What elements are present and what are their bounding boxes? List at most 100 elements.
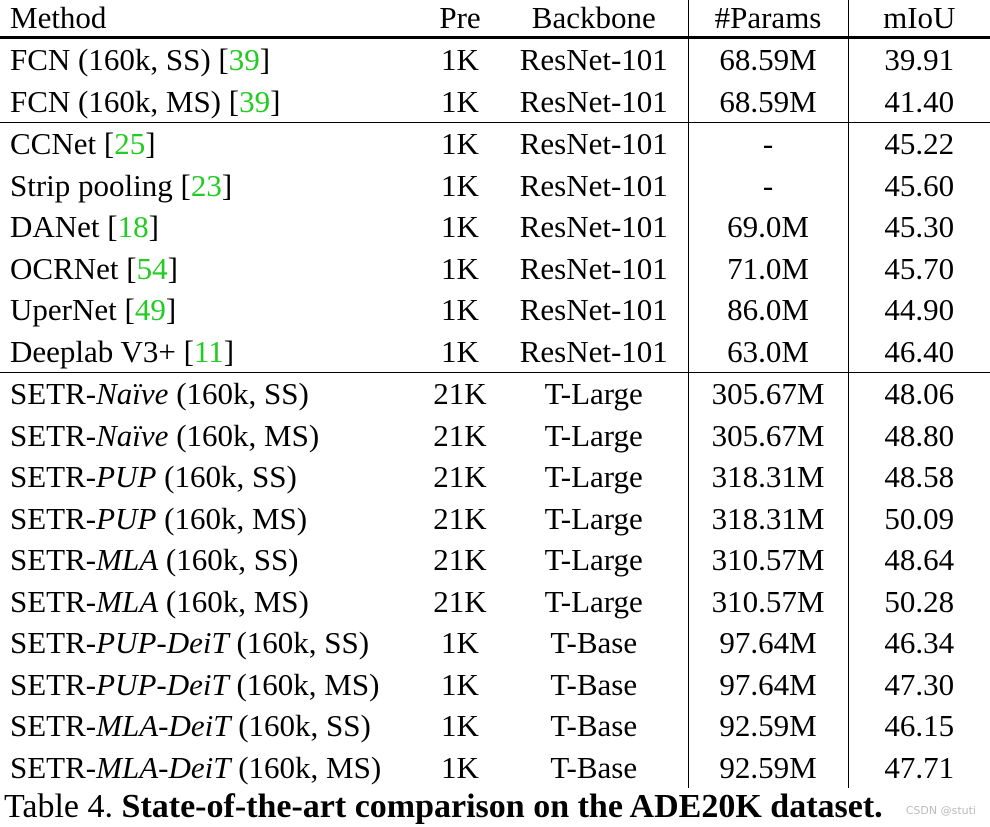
method-text: PUP-DeiT (96, 625, 229, 660)
citation-ref: 18 (117, 209, 149, 244)
table-row: SETR-MLA (160k, SS) 21K T-Large 310.57M 48.6… (0, 539, 990, 581)
cell-pre: 1K (441, 209, 479, 244)
method-text: (160k, MS) (156, 500, 308, 536)
cell-miou: 46.15 (884, 708, 955, 743)
cell-params: 310.57M (688, 580, 849, 622)
cell-method: SETR-MLA (160k, MS) (0, 581, 420, 623)
method-text: DANet [ (10, 209, 118, 244)
cell-params: 92.59M (688, 746, 849, 788)
method-text: UperNet [ (10, 292, 135, 327)
method-text: SETR- (10, 625, 97, 660)
header-miou: mIoU (848, 0, 990, 39)
cell-pre: 1K (441, 250, 479, 286)
cell-method: SETR-MLA (160k, SS) (0, 539, 420, 581)
cell-pre: 1K (441, 83, 479, 119)
method-text: (160k, SS) (168, 376, 309, 411)
cell-method: CCNet [25] (0, 122, 420, 165)
cell-miou: 48.80 (884, 417, 955, 453)
cell-pre: 1K (441, 292, 479, 327)
table-row: SETR-MLA-DeiT (160k, MS) 1K T-Base 92.59M 47… (0, 746, 990, 788)
method-text: ] (165, 292, 177, 327)
cell-pre: 1K (441, 666, 479, 702)
cell-miou: 45.70 (884, 250, 955, 286)
cell-backbone: ResNet-101 (500, 247, 689, 289)
citation-ref: 11 (193, 333, 224, 369)
cell-params: 68.59M (688, 37, 849, 81)
cell-backbone: T-Large (500, 580, 689, 622)
cell-method: SETR-MLA-DeiT (160k, SS) (0, 705, 420, 747)
cell-method: SETR-PUP-DeiT (160k, SS) (0, 622, 420, 664)
method-text: Naïve (96, 376, 169, 411)
caption-title: State-of-the-art comparison on the ADE20… (121, 788, 883, 825)
cell-method: Deeplab V3+ [11] (0, 331, 420, 373)
method-text: (160k, MS) (228, 666, 380, 702)
cell-params: 97.64M (688, 622, 849, 664)
watermark: CSDN @stuti (905, 804, 976, 817)
cell-backbone: ResNet-101 (500, 37, 689, 81)
cell-params: 97.64M (688, 663, 849, 705)
cell-miou: 48.64 (884, 542, 955, 577)
table-row: SETR-PUP (160k, SS) 21K T-Large 318.31M 48.5… (0, 456, 990, 498)
method-text: MLA-DeiT (96, 749, 231, 785)
cell-backbone: T-Large (500, 456, 689, 498)
cell-method: OCRNet [54] (0, 248, 420, 290)
table-row: FCN (160k, MS) [39] 1K ResNet-101 68.59M 41.… (0, 80, 990, 123)
citation-ref: 49 (134, 292, 166, 327)
method-text: SETR- (10, 459, 97, 494)
method-text: (160k, MS) (168, 417, 320, 453)
cell-backbone: T-Large (500, 497, 689, 539)
citation-ref: 25 (114, 126, 146, 161)
cell-method: SETR-PUP (160k, MS) (0, 498, 420, 540)
cell-backbone: ResNet-101 (500, 164, 689, 206)
header-backbone: Backbone (500, 0, 689, 39)
method-text: PUP (96, 459, 157, 494)
cell-method: SETR-Naïve (160k, SS) (0, 372, 420, 415)
table-body: FCN (160k, SS) [39] 1K ResNet-101 68.59M 39.… (0, 37, 990, 788)
cell-miou: 48.06 (848, 372, 990, 415)
cell-miou: 45.22 (848, 122, 990, 165)
method-text: SETR- (10, 542, 97, 577)
method-text: Deeplab V3+ [ (10, 333, 194, 369)
cell-backbone: ResNet-101 (500, 289, 689, 331)
cell-miou: 45.30 (884, 209, 955, 244)
cell-miou: 50.09 (884, 500, 955, 536)
cell-pre: 1K (441, 42, 479, 77)
method-text: SETR- (10, 708, 97, 743)
table-row: OCRNet [54] 1K ResNet-101 71.0M 45.70 (0, 247, 990, 290)
cell-params: 68.59M (688, 80, 849, 123)
method-text: SETR- (10, 376, 97, 411)
cell-params: 71.0M (688, 247, 849, 289)
table-row: DANet [18] 1K ResNet-101 69.0M 45.30 (0, 206, 990, 248)
cell-params: 92.59M (688, 705, 849, 747)
cell-params: 310.57M (688, 539, 849, 581)
method-text: OCRNet [ (10, 250, 137, 286)
method-text: SETR- (10, 749, 97, 785)
table-row: SETR-PUP-DeiT (160k, MS) 1K T-Base 97.64M 47… (0, 663, 990, 705)
cell-params: 305.67M (688, 414, 849, 456)
cell-backbone: T-Base (500, 663, 689, 705)
method-text: ] (145, 126, 156, 161)
cell-miou: 48.58 (884, 459, 955, 494)
cell-params: 86.0M (688, 289, 849, 331)
table-row: UperNet [49] 1K ResNet-101 86.0M 44.90 (0, 289, 990, 331)
cell-params: 305.67M (688, 372, 849, 415)
method-text: (160k, SS) (156, 459, 297, 494)
method-text: (160k, MS) (158, 583, 309, 619)
method-text: (160k, SS) (228, 625, 370, 660)
cell-pre: 21K (433, 500, 487, 536)
cell-pre: 1K (420, 122, 500, 165)
method-text: CCNet [ (10, 126, 115, 161)
cell-params: 69.0M (688, 206, 849, 248)
cell-miou: 45.60 (884, 167, 955, 203)
cell-backbone: ResNet-101 (500, 330, 689, 373)
cell-backbone: ResNet-101 (500, 122, 689, 165)
method-text: SETR- (10, 666, 97, 702)
method-text: ] (259, 42, 271, 77)
method-text: MLA (96, 583, 159, 619)
citation-ref: 39 (228, 42, 260, 77)
cell-backbone: T-Large (500, 539, 689, 581)
cell-method: FCN (160k, SS) [39] (0, 38, 420, 81)
results-table: Method Pre Backbone #Params mIoU FCN (16… (0, 0, 990, 788)
method-text: ] (223, 333, 235, 369)
cell-pre: 1K (441, 333, 479, 369)
